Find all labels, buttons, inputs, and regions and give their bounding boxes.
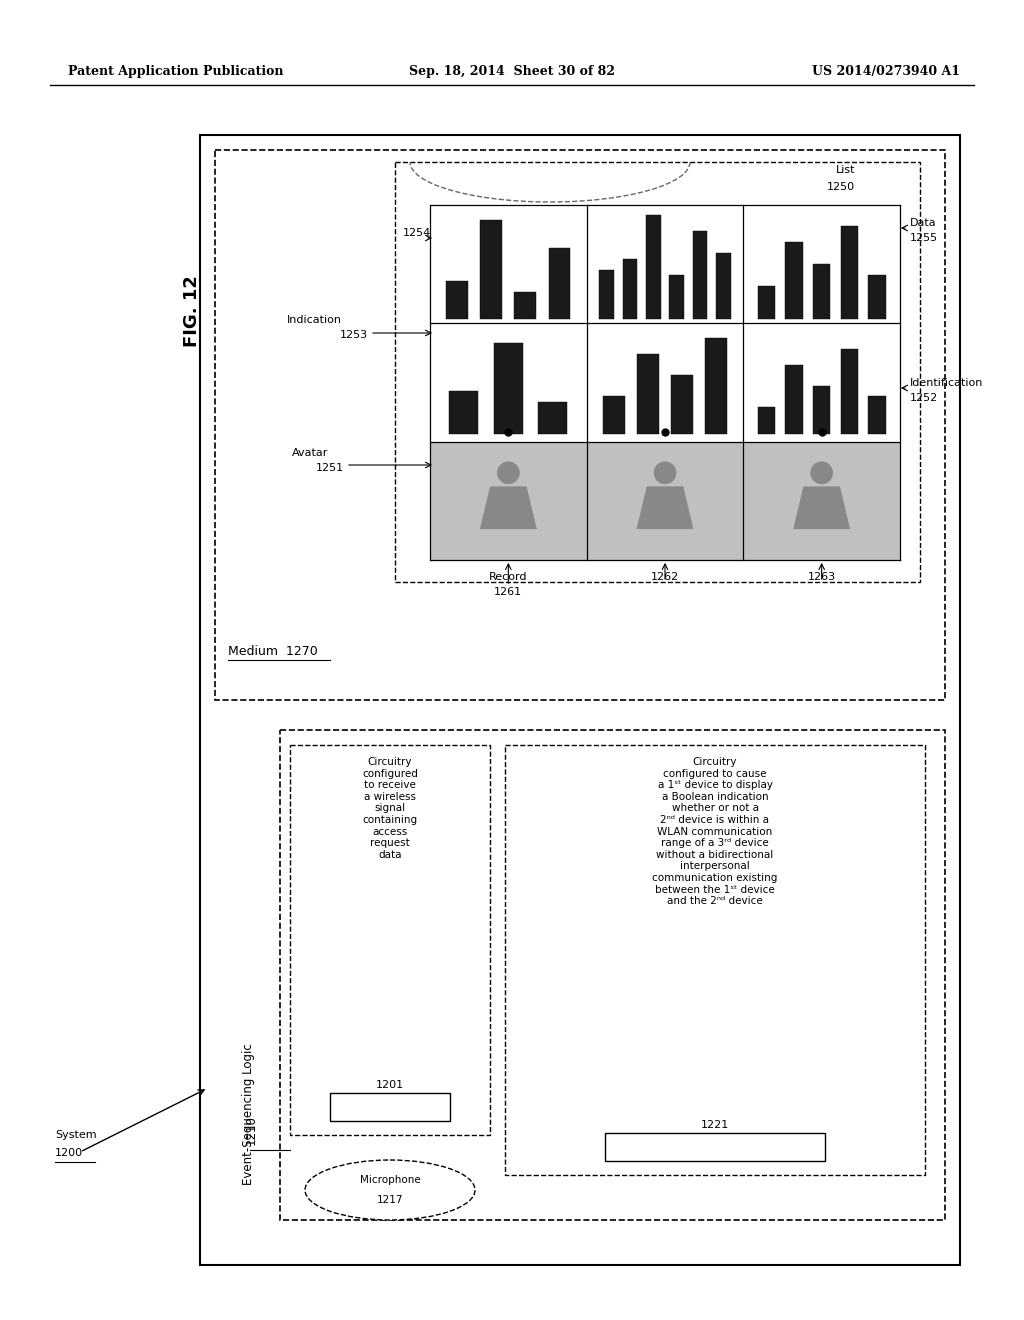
Bar bbox=[395, 162, 920, 582]
Bar bbox=[813, 385, 830, 434]
Text: System: System bbox=[55, 1130, 96, 1140]
Text: 1217: 1217 bbox=[377, 1195, 403, 1205]
Text: 1250: 1250 bbox=[826, 182, 855, 191]
Text: Medium  1270: Medium 1270 bbox=[228, 645, 317, 657]
Polygon shape bbox=[480, 487, 537, 529]
Bar bbox=[549, 248, 570, 319]
Text: US 2014/0273940 A1: US 2014/0273940 A1 bbox=[812, 65, 961, 78]
Ellipse shape bbox=[811, 462, 833, 484]
Text: FIG. 12: FIG. 12 bbox=[183, 275, 201, 347]
Bar bbox=[637, 354, 658, 434]
Ellipse shape bbox=[305, 1160, 475, 1220]
Bar bbox=[450, 391, 478, 434]
Text: Avatar: Avatar bbox=[292, 447, 328, 458]
Polygon shape bbox=[794, 487, 850, 529]
Text: Sep. 18, 2014  Sheet 30 of 82: Sep. 18, 2014 Sheet 30 of 82 bbox=[409, 65, 615, 78]
Bar bbox=[841, 348, 858, 434]
Bar bbox=[494, 343, 523, 434]
Bar bbox=[599, 269, 614, 319]
Text: 1200: 1200 bbox=[55, 1148, 83, 1158]
Text: Circuitry
configured to cause
a 1ˢᵗ device to display
a Boolean indication
wheth: Circuitry configured to cause a 1ˢᵗ devi… bbox=[652, 756, 777, 907]
Text: 1252: 1252 bbox=[910, 393, 938, 403]
Text: 1255: 1255 bbox=[910, 234, 938, 243]
Bar bbox=[785, 364, 803, 434]
Bar bbox=[758, 286, 775, 319]
Text: Data: Data bbox=[910, 218, 937, 228]
Text: Microphone: Microphone bbox=[359, 1175, 421, 1185]
Text: 1253: 1253 bbox=[340, 330, 368, 341]
Bar bbox=[505, 744, 925, 1175]
Text: 1201: 1201 bbox=[376, 1080, 404, 1090]
Bar bbox=[692, 231, 708, 319]
Bar bbox=[215, 150, 945, 700]
Text: 1210: 1210 bbox=[245, 1115, 258, 1144]
Bar bbox=[758, 407, 775, 434]
Text: Indication: Indication bbox=[287, 315, 342, 325]
Text: 1254: 1254 bbox=[403, 228, 431, 238]
Text: Identification: Identification bbox=[910, 378, 983, 388]
Text: 1261: 1261 bbox=[495, 587, 522, 597]
Bar bbox=[646, 215, 660, 319]
Bar bbox=[706, 338, 727, 434]
Text: 1262: 1262 bbox=[651, 572, 679, 582]
Bar bbox=[605, 1133, 825, 1162]
Bar bbox=[280, 730, 945, 1220]
Bar bbox=[670, 275, 684, 319]
Ellipse shape bbox=[654, 462, 676, 484]
Text: 1251: 1251 bbox=[315, 463, 344, 473]
Bar bbox=[785, 242, 803, 319]
Bar bbox=[868, 275, 886, 319]
Bar bbox=[290, 744, 490, 1135]
Text: List: List bbox=[836, 165, 855, 176]
Text: Circuitry
configured
to receive
a wireless
signal
containing
access
request
data: Circuitry configured to receive a wirele… bbox=[362, 756, 418, 859]
Bar bbox=[539, 401, 567, 434]
Bar bbox=[813, 264, 830, 319]
Polygon shape bbox=[637, 487, 693, 529]
Bar bbox=[330, 1093, 450, 1121]
Bar bbox=[841, 226, 858, 319]
Text: Record: Record bbox=[489, 572, 527, 582]
Text: 1221: 1221 bbox=[700, 1119, 729, 1130]
Bar bbox=[716, 253, 730, 319]
Bar bbox=[603, 396, 625, 434]
Bar bbox=[623, 259, 637, 319]
Text: Patent Application Publication: Patent Application Publication bbox=[68, 65, 284, 78]
Bar bbox=[480, 220, 502, 319]
Text: 1263: 1263 bbox=[808, 572, 836, 582]
Bar bbox=[446, 281, 468, 319]
Text: Event-Sequencing Logic: Event-Sequencing Logic bbox=[242, 1043, 255, 1185]
Bar bbox=[200, 135, 961, 1265]
Text: 1202: 1202 bbox=[376, 1097, 404, 1107]
Text: 1222: 1222 bbox=[700, 1137, 729, 1147]
Bar bbox=[514, 292, 537, 319]
Bar bbox=[430, 442, 900, 560]
Ellipse shape bbox=[498, 462, 519, 484]
Bar bbox=[868, 396, 886, 434]
Bar bbox=[671, 375, 693, 434]
